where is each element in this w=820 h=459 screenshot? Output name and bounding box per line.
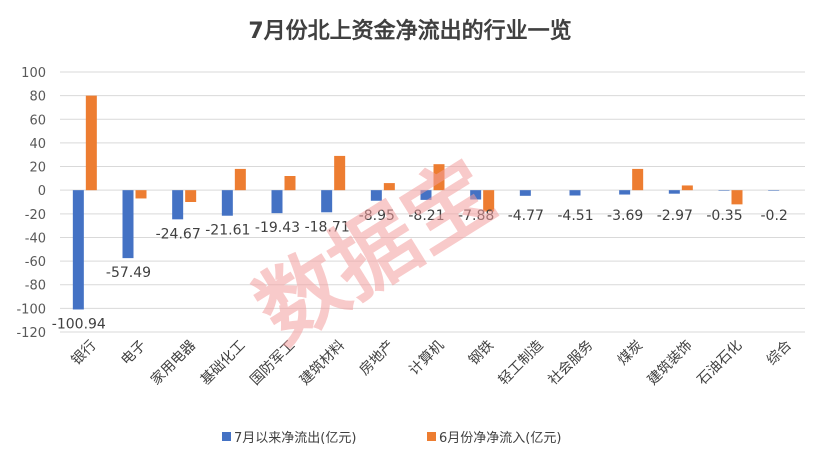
category-label: 电子 <box>118 338 149 369</box>
data-label: -18.71 <box>305 219 350 235</box>
y-tick-label: 0 <box>38 184 46 199</box>
bar-outflow-july <box>172 190 184 220</box>
y-tick-label: 40 <box>29 137 46 152</box>
category-label: 基础化工 <box>197 337 249 389</box>
y-tick-label: -120 <box>16 326 46 341</box>
legend-swatch <box>222 432 231 441</box>
y-tick-label: 60 <box>29 113 46 128</box>
y-axis: 100 80 60 40 20 0 -20 -40 -60 -80 -100 -120 <box>16 66 46 341</box>
legend-label: 7月以来净流出(亿元) <box>234 431 356 446</box>
data-label: -2.97 <box>657 208 693 224</box>
bar-outflow-july <box>470 190 482 200</box>
bar-outflow-july <box>370 190 382 201</box>
bar-outflow-july <box>668 190 680 194</box>
bar-inflow-june <box>433 164 445 191</box>
watermark: 数据宝 <box>239 142 511 364</box>
category-label: 钢铁 <box>466 338 497 369</box>
chart-title: 7月份北上资金净流出的行业一览 <box>248 18 571 44</box>
data-label: -7.88 <box>458 208 494 224</box>
y-tick-label: 20 <box>29 161 46 176</box>
data-label: -4.77 <box>508 208 544 224</box>
bar-outflow-july <box>321 190 333 213</box>
category-label: 银行 <box>69 338 100 369</box>
y-tick-label: -80 <box>25 279 46 294</box>
category-label: 建筑装饰 <box>645 338 696 389</box>
gridlines <box>60 71 805 333</box>
category-label: 计算机 <box>406 338 447 379</box>
category-label: 石油石化 <box>694 338 745 389</box>
bar-outflow-july <box>271 190 283 214</box>
category-label: 家用电器 <box>147 337 199 389</box>
bar-outflow-july <box>569 190 581 196</box>
data-label: -4.51 <box>557 208 593 224</box>
y-tick-label: -40 <box>25 231 46 246</box>
bar-inflow-june <box>632 168 644 191</box>
bar-outflow-july <box>519 190 531 196</box>
bar-inflow-june <box>85 95 97 191</box>
legend-swatch <box>427 432 436 441</box>
bar-outflow-july <box>221 190 233 216</box>
data-label: -3.69 <box>607 208 643 224</box>
bar-inflow-june <box>284 176 296 191</box>
bar-outflow-july <box>122 190 134 259</box>
y-tick-label: 100 <box>21 66 46 81</box>
bar-inflow-june <box>731 190 743 205</box>
data-label: -57.49 <box>106 265 151 281</box>
data-label: -8.21 <box>408 208 444 224</box>
legend: 7月以来净流出(亿元) 6月份净净流入(亿元) <box>222 431 561 446</box>
data-labels: -100.94 -57.49 -24.67 -21.61 -19.43 -18.71 -8.… <box>52 208 788 332</box>
bar-inflow-june <box>383 183 395 191</box>
bar-inflow-june <box>681 185 693 191</box>
category-label: 轻工制造 <box>496 338 547 389</box>
data-label: -0.2 <box>761 208 788 224</box>
category-label: 房地产 <box>357 338 398 379</box>
bar-outflow-july <box>619 190 631 195</box>
bar-inflow-june <box>334 155 346 191</box>
bar-inflow-june <box>185 190 197 202</box>
y-tick-label: -20 <box>25 208 46 223</box>
data-label: -24.67 <box>156 226 201 242</box>
legend-label: 6月份净净流入(亿元) <box>439 431 561 446</box>
bar-outflow-july <box>718 190 730 191</box>
category-label: 综合 <box>764 338 795 369</box>
y-tick-label: -60 <box>25 255 46 270</box>
bar-outflow-july <box>420 190 432 200</box>
y-tick-label: 80 <box>29 90 46 105</box>
data-label: -21.61 <box>205 223 250 239</box>
category-label: 社会服务 <box>545 338 596 389</box>
data-label: -0.35 <box>706 208 742 224</box>
data-label: -100.94 <box>52 316 106 332</box>
bars <box>72 95 780 310</box>
bar-outflow-july <box>72 190 84 310</box>
data-label: -8.95 <box>359 208 395 224</box>
y-tick-label: -100 <box>16 302 46 317</box>
bar-inflow-june <box>483 190 495 212</box>
bar-inflow-june <box>234 168 246 191</box>
bar-inflow-june <box>135 190 147 199</box>
data-label: -19.43 <box>255 220 300 236</box>
bar-outflow-july <box>768 190 780 191</box>
category-label: 煤炭 <box>615 338 646 369</box>
